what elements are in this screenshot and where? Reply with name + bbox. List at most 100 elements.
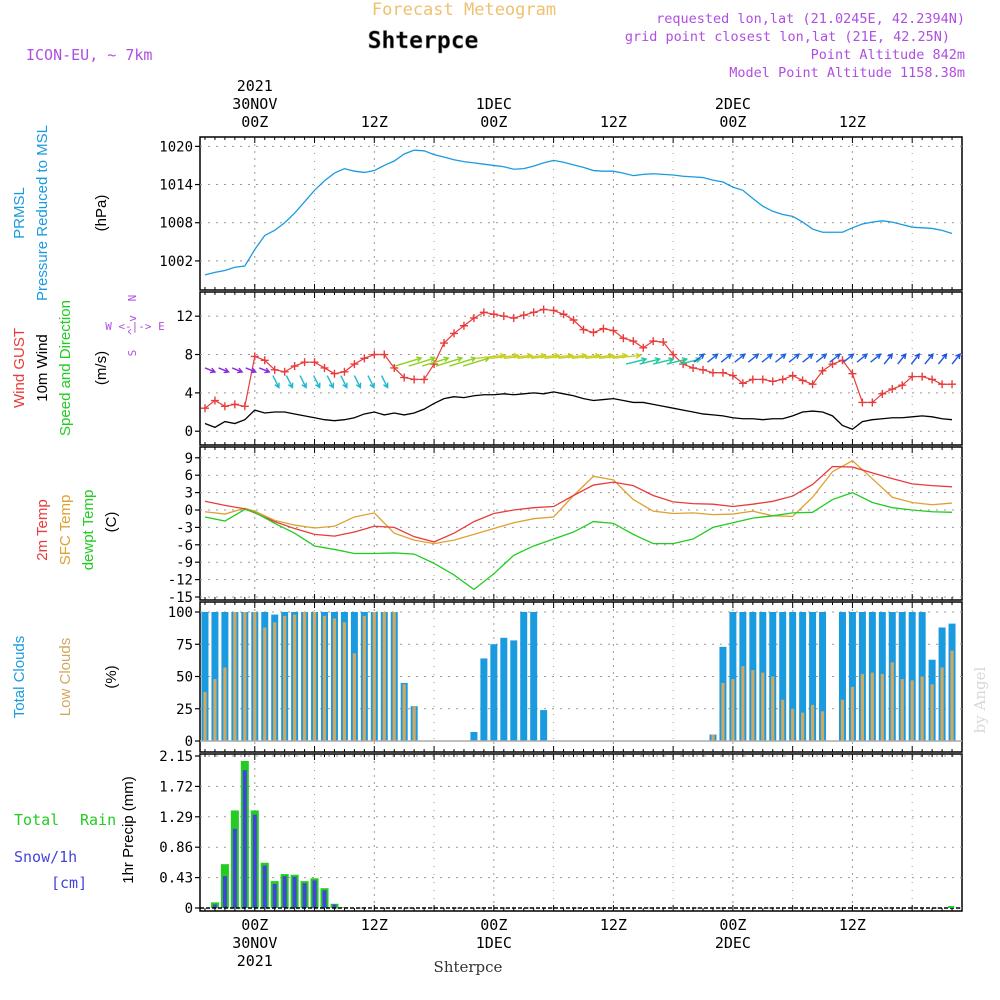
gust-marker (320, 363, 329, 372)
low-cloud-bar (273, 622, 277, 741)
wind-arrow (693, 353, 706, 363)
low-cloud-bar (382, 612, 386, 741)
rain-bar (948, 906, 955, 908)
bottom-time-label: 00Z (719, 916, 746, 934)
gust-marker (499, 312, 508, 321)
gust-marker (758, 375, 767, 384)
total-cloud-bar (211, 612, 219, 741)
total-cloud-bar (201, 612, 209, 741)
gust-marker (708, 368, 717, 377)
pressure-line (204, 149, 953, 276)
wind-label-2: 10m Wind (34, 334, 51, 402)
wind-arrow (951, 352, 961, 365)
wind-arrow (815, 353, 828, 363)
low-cloud-bar (263, 627, 267, 741)
precip-frame (199, 753, 963, 912)
clouds-label-1: Total Clouds (11, 636, 28, 719)
compass-north: N (126, 295, 139, 302)
gust-marker (350, 360, 359, 369)
temperature-ytick-label: 3 (185, 486, 193, 502)
temperature-ytick-label: -15 (168, 590, 193, 606)
gust-marker (569, 316, 578, 325)
pressure-ytick-label: 1014 (159, 178, 193, 194)
low-cloud-bar (731, 679, 735, 741)
temperature-frame (199, 446, 963, 601)
temperature-ytick-label: 0 (185, 503, 193, 519)
temperature-ytick-label: -9 (176, 555, 193, 571)
gust-marker (240, 402, 249, 411)
gust-marker (659, 338, 668, 347)
precip-label-rain: Rain (80, 811, 116, 829)
gust-marker (798, 376, 807, 385)
pressure-label-1: PRMSL (11, 187, 28, 239)
wind-arrow (802, 353, 814, 363)
snow-bar (312, 880, 317, 908)
gust-marker (270, 365, 279, 374)
precip-ytick-label: 0.43 (159, 871, 193, 887)
wind-arrow (761, 353, 774, 363)
bottom-time-label: 12Z (839, 916, 866, 934)
total-cloud-bar (510, 640, 518, 741)
top-time-label: 00Z (480, 113, 507, 131)
wind-arrow (653, 357, 675, 365)
wind-arrow (707, 353, 719, 363)
gust-marker (778, 375, 787, 384)
gust-marker (410, 375, 419, 384)
bottom-time-label: 12Z (600, 916, 627, 934)
point-altitude: Point Altitude 842m (811, 47, 965, 63)
total-cloud-bar (848, 612, 856, 741)
wind-arrow (734, 353, 746, 363)
wind-arrow (299, 375, 307, 389)
low-cloud-bar (332, 618, 337, 741)
low-cloud-bar (890, 662, 894, 741)
low-cloud-bar (362, 615, 366, 741)
bottom-time-label: 1DEC (476, 934, 512, 952)
chart-subtitle: Forecast Meteogram (372, 0, 556, 20)
low-cloud-bar (352, 653, 356, 741)
gust-marker (828, 360, 837, 369)
pressure-unit: (hPa) (93, 195, 110, 232)
precip-unit: 1hr Precip (mm) (120, 776, 137, 884)
compass-east-west: W <-|-> E (105, 320, 165, 333)
pressure-panel: 1002 1008 1014 1020 (159, 136, 963, 291)
gust-marker (768, 377, 777, 386)
total-cloud-bar (799, 612, 807, 741)
bottom-time-label: 00Z (241, 916, 268, 934)
wind-arrow (639, 357, 662, 365)
total-cloud-bar (520, 612, 528, 741)
temperature-panel: -15-12 -9-6 -303 69 (168, 446, 963, 606)
wind-arrow (231, 367, 244, 374)
clouds-ytick-label: 25 (176, 702, 193, 718)
t2m-line (204, 465, 953, 543)
low-cloud-bar (412, 706, 416, 741)
gust-marker (948, 380, 957, 389)
precip-labels: Total Rain Snow/1h [cm] 1hr Precip (mm) (14, 776, 137, 892)
low-cloud-bar (781, 699, 785, 741)
snow-bar (302, 883, 307, 908)
top-time-label: 2021 (237, 77, 273, 95)
low-cloud-bar (940, 667, 944, 741)
wind-arrow (612, 352, 642, 360)
gust-marker (260, 356, 269, 365)
pressure-ytick-label: 1020 (159, 139, 193, 155)
gust-marker (330, 369, 339, 378)
gust-marker (519, 311, 528, 320)
wind-arrow (937, 352, 948, 365)
compass-south: S (126, 350, 139, 357)
wind-arrow (747, 353, 760, 363)
snow-bar (262, 865, 267, 908)
gust-marker (370, 350, 379, 359)
gust-marker (609, 326, 618, 335)
total-cloud-bar (809, 612, 817, 741)
wind-arrow (218, 367, 230, 374)
low-cloud-bar (820, 711, 825, 741)
snow-bar (212, 904, 217, 908)
gust-marker (280, 367, 289, 376)
low-cloud-bar (950, 650, 954, 741)
gust-marker (440, 339, 449, 348)
wind-arrow (910, 352, 921, 365)
gust-marker (649, 337, 658, 346)
temp-labels: 2m Temp SFC Temp dewpt Temp (C) (34, 490, 120, 571)
gust-marker (250, 352, 259, 361)
